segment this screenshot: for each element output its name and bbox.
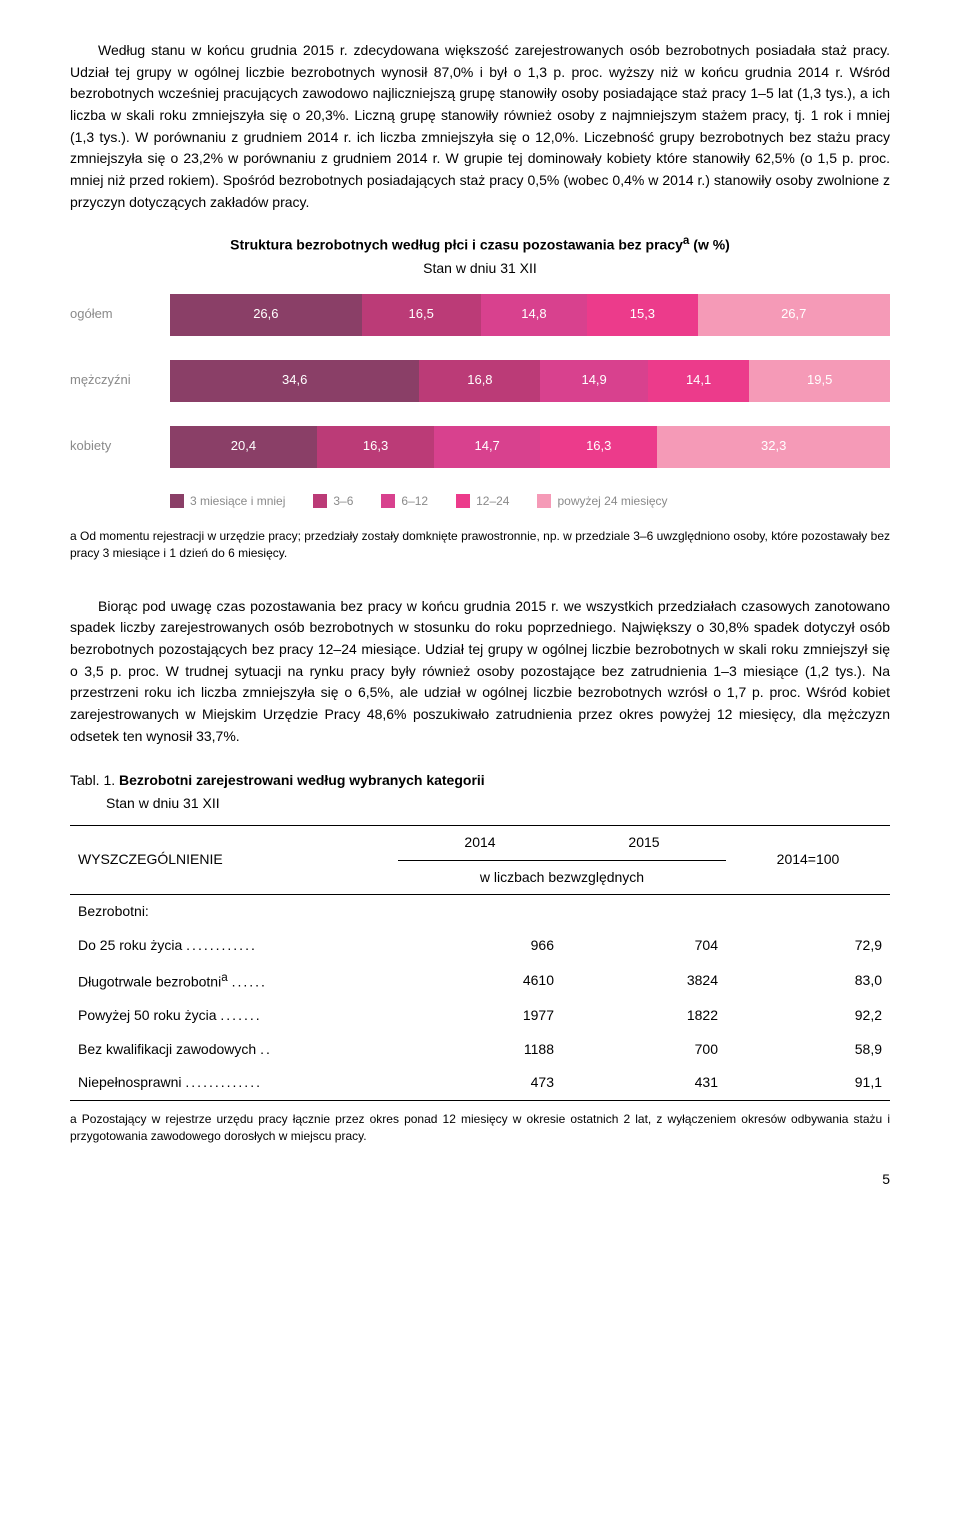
- table-row: Powyżej 50 roku życia .......1977182292,…: [70, 999, 890, 1033]
- stacked-bar-chart: ogółem26,616,514,815,326,7mężczyźni34,61…: [70, 294, 890, 468]
- bar-stack: 26,616,514,815,326,7: [170, 294, 890, 336]
- table-cell-2014: 966: [398, 929, 562, 963]
- table-col-2015: 2015: [562, 825, 726, 860]
- legend-swatch: [456, 494, 470, 508]
- bar-segment: 16,5: [362, 294, 481, 336]
- table-title-bold: Bezrobotni zarejestrowani według wybrany…: [119, 772, 485, 788]
- table-cell-2015: 3824: [562, 963, 726, 999]
- paragraph-2: Biorąc pod uwagę czas pozostawania bez p…: [70, 596, 890, 748]
- table-col-spec: WYSZCZEGÓLNIENIE: [70, 825, 398, 894]
- table-cell-2015: 704: [562, 929, 726, 963]
- table-row: Długotrwale bezrobotnia ......4610382483…: [70, 963, 890, 999]
- table-title-prefix: Tabl. 1.: [70, 772, 119, 788]
- table-cell-label: Bez kwalifikacji zawodowych ..: [70, 1033, 398, 1067]
- legend-swatch: [537, 494, 551, 508]
- table-subheader: w liczbach bezwzględnych: [398, 860, 726, 895]
- table-cell-index: 58,9: [726, 1033, 890, 1067]
- data-table: WYSZCZEGÓLNIENIE 2014 2015 2014=100 w li…: [70, 825, 890, 1101]
- table-cell-2015: 1822: [562, 999, 726, 1033]
- table-title: Tabl. 1. Bezrobotni zarejestrowani wedłu…: [70, 770, 890, 792]
- table-cell-2014: 1977: [398, 999, 562, 1033]
- chart-subtitle: Stan w dniu 31 XII: [70, 258, 890, 280]
- table-row: Do 25 roku życia ............96670472,9: [70, 929, 890, 963]
- bar-row-label: kobiety: [70, 436, 170, 456]
- table-cell-2015: 700: [562, 1033, 726, 1067]
- legend-label: powyżej 24 miesięcy: [557, 492, 667, 511]
- table-cell-label: Niepełnosprawni .............: [70, 1066, 398, 1100]
- table-cell-2014: 473: [398, 1066, 562, 1100]
- bar-segment: 16,3: [540, 426, 657, 468]
- paragraph-1: Według stanu w końcu grudnia 2015 r. zde…: [70, 40, 890, 214]
- chart-title-prefix: Struktura bezrobotnych według płci i cza…: [230, 236, 683, 252]
- bar-segment: 16,3: [317, 426, 434, 468]
- table-cell-label: Powyżej 50 roku życia .......: [70, 999, 398, 1033]
- table-group-row: Bezrobotni:: [70, 895, 890, 929]
- bar-stack: 20,416,314,716,332,3: [170, 426, 890, 468]
- legend-label: 3–6: [333, 492, 353, 511]
- chart-legend: 3 miesiące i mniej 3–6 6–12 12–24 powyżej 24…: [170, 492, 890, 511]
- chart-title: Struktura bezrobotnych według płci i cza…: [70, 232, 890, 256]
- chart-footnote: a Od momentu rejestracji w urzędzie prac…: [70, 528, 890, 562]
- table-group-label: Bezrobotni:: [70, 895, 890, 929]
- bar-segment: 26,7: [698, 294, 890, 336]
- bar-segment: 32,3: [657, 426, 890, 468]
- page-number: 5: [70, 1169, 890, 1191]
- bar-segment: 16,8: [419, 360, 540, 402]
- legend-label: 6–12: [401, 492, 428, 511]
- chart-title-suffix: (w %): [689, 236, 729, 252]
- table-footnote: a Pozostający w rejestrze urzędu pracy ł…: [70, 1111, 890, 1145]
- table-cell-index: 83,0: [726, 963, 890, 999]
- bar-segment: 26,6: [170, 294, 362, 336]
- legend-swatch: [381, 494, 395, 508]
- table-col-index: 2014=100: [726, 825, 890, 894]
- bar-segment: 14,9: [540, 360, 647, 402]
- bar-segment: 34,6: [170, 360, 419, 402]
- legend-item: powyżej 24 miesięcy: [537, 492, 667, 511]
- bar-stack: 34,616,814,914,119,5: [170, 360, 890, 402]
- bar-segment: 19,5: [749, 360, 890, 402]
- bar-row-label: mężczyźni: [70, 370, 170, 390]
- table-cell-label: Do 25 roku życia ............: [70, 929, 398, 963]
- legend-item: 12–24: [456, 492, 509, 511]
- table-row: Bez kwalifikacji zawodowych ..118870058,…: [70, 1033, 890, 1067]
- legend-swatch: [313, 494, 327, 508]
- table-cell-index: 91,1: [726, 1066, 890, 1100]
- legend-label: 12–24: [476, 492, 509, 511]
- table-cell-2014: 1188: [398, 1033, 562, 1067]
- bar-row: ogółem26,616,514,815,326,7: [70, 294, 890, 336]
- bar-row-label: ogółem: [70, 304, 170, 324]
- table-cell-2014: 4610: [398, 963, 562, 999]
- table-cell-index: 92,2: [726, 999, 890, 1033]
- bar-segment: 14,8: [481, 294, 588, 336]
- table-cell-label: Długotrwale bezrobotnia ......: [70, 963, 398, 999]
- bar-segment: 15,3: [587, 294, 697, 336]
- bar-row: mężczyźni34,616,814,914,119,5: [70, 360, 890, 402]
- table-row: Niepełnosprawni .............47343191,1: [70, 1066, 890, 1100]
- legend-item: 6–12: [381, 492, 428, 511]
- bar-segment: 14,7: [434, 426, 540, 468]
- bar-segment: 20,4: [170, 426, 317, 468]
- legend-item: 3 miesiące i mniej: [170, 492, 285, 511]
- table-cell-2015: 431: [562, 1066, 726, 1100]
- legend-swatch: [170, 494, 184, 508]
- legend-label: 3 miesiące i mniej: [190, 492, 285, 511]
- legend-item: 3–6: [313, 492, 353, 511]
- bar-segment: 14,1: [648, 360, 750, 402]
- table-cell-index: 72,9: [726, 929, 890, 963]
- bar-row: kobiety20,416,314,716,332,3: [70, 426, 890, 468]
- table-col-2014: 2014: [398, 825, 562, 860]
- table-subtitle: Stan w dniu 31 XII: [106, 793, 890, 815]
